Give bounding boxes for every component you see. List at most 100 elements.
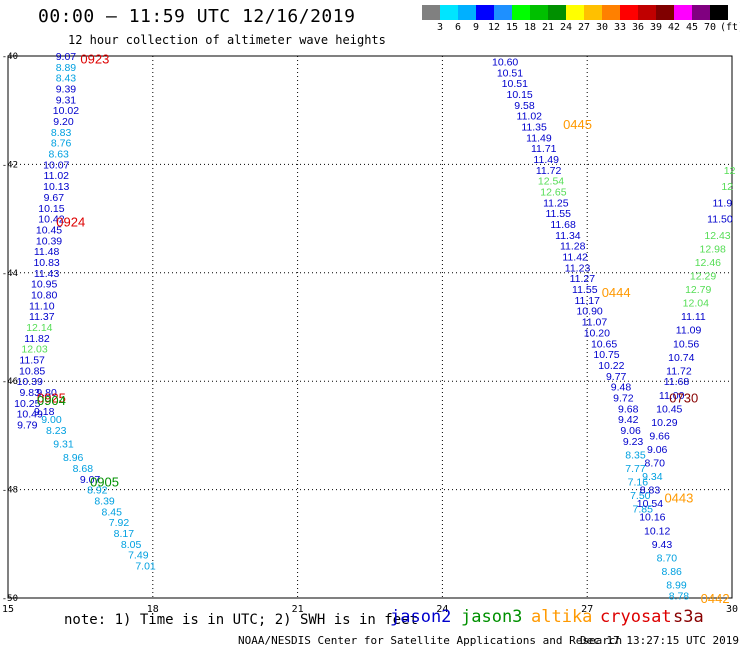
wave-height-label: 11.00 [659,390,685,402]
wave-height-label: 8.68 [73,463,94,475]
wave-height-label: 9.68 [618,403,639,415]
colorbar-swatch [548,5,566,20]
wave-height-label: 10.51 [497,67,523,79]
wave-height-label: 7.16 [628,476,649,488]
generated-timestamp: Dec 17 13:27:15 UTC 2019 [580,634,739,647]
wave-height-label: 12.79 [685,284,711,296]
colorbar-swatch [710,5,728,20]
wave-height-label: 7.01 [135,560,156,572]
wave-height-label: 8.89 [56,62,77,74]
wave-height-label: 7.92 [109,517,130,529]
chart-title: 00:00 – 11:59 UTC 12/16/2019 [38,6,356,27]
wave-height-label: 12 [721,181,733,193]
chart-subtitle: 12 hour collection of altimeter wave hei… [68,33,386,47]
x-tick-label: 24 [436,604,448,615]
colorbar-label: 24 [559,22,573,33]
wave-height-label: 12.98 [700,243,726,255]
wave-height-label: 10.56 [673,338,699,350]
wave-height-label: 11.68 [664,376,690,388]
pass-time-label: 0904 [37,393,66,408]
colorbar-swatch [422,5,440,20]
wave-height-label: 10.51 [502,78,528,90]
wave-height-label: 9.20 [53,116,74,128]
wave-height-label: 9.07 [80,474,101,486]
wave-height-label: 9.43 [652,539,673,551]
colorbar-label: 33 [613,22,627,33]
x-tick-label: 30 [726,604,738,615]
wave-height-label: 9.06 [620,425,641,437]
colorbar-swatch [620,5,638,20]
wave-height-label: 10.60 [492,56,518,68]
wave-height-label: 10.95 [31,279,57,291]
colorbar-label: 18 [523,22,537,33]
wave-height-label: 11.28 [560,241,586,253]
wave-height-label: 11.02 [517,111,543,123]
y-tick-label: -40 [2,52,18,62]
wave-height-label: 9.07 [56,51,77,63]
colorbar-label: 45 [685,22,699,33]
colorbar-label: 30 [595,22,609,33]
colorbar-label: 70 [703,22,717,33]
colorbar-swatch [674,5,692,20]
wave-height-label: 7.85 [632,504,653,516]
wave-height-label: 8.45 [102,506,123,518]
wave-height-label: 11.42 [562,252,588,264]
wave-height-label: 9.00 [41,414,62,426]
colorbar-label: 6 [454,22,462,33]
x-tick-label: 15 [2,604,14,615]
wave-height-label: 11.23 [565,262,591,274]
wave-height-label: 12.29 [690,271,716,283]
wave-height-label: 11.68 [550,219,576,231]
wave-height-label: 7.77 [625,463,646,475]
colorbar-swatch [566,5,584,20]
colorbar-swatch [494,5,512,20]
wave-height-label: 11.48 [34,246,60,258]
wave-height-label: 10.25 [14,398,40,410]
wave-height-label: 11.10 [29,300,55,312]
wave-height-label: 10.65 [591,338,617,350]
colorbar-label: 15 [505,22,519,33]
wave-height-label: 10.74 [668,352,694,364]
pass-time-label: 0730 [669,390,698,405]
wave-height-label: 8.23 [46,425,67,437]
wave-height-label: 11.55 [545,208,571,220]
wave-height-label: 11.07 [582,317,608,329]
wave-height-label: 10.45 [656,403,682,415]
colorbar-swatch [656,5,674,20]
wave-height-label: 9.66 [649,430,670,442]
pass-time-label: 0442 [701,591,730,606]
wave-height-label: 10.45 [36,224,62,236]
pass-time-label: 0924 [56,214,85,229]
wave-height-label: 10.39 [36,235,62,247]
wave-height-label: 7.50 [630,490,651,502]
colorbar-swatch [512,5,530,20]
colorbar-label: 21 [541,22,555,33]
legend-jason2: jason2 [390,607,452,627]
colorbar-label: 9 [472,22,480,33]
wave-height-label: 12.14 [26,322,52,334]
y-tick-label: -44 [2,269,18,279]
pass-time-label: 0905 [90,474,119,489]
wave-height-label: 12.03 [21,344,47,356]
x-tick-label: 27 [581,604,593,615]
wave-height-label: 8.43 [56,73,77,85]
colorbar-label: 36 [631,22,645,33]
wave-height-label: 10.80 [31,289,57,301]
wave-height-label: 11.72 [666,365,692,377]
wave-height-label: 12 [724,165,736,177]
wave-height-label: 8.78 [669,590,690,602]
wave-height-label: 10.16 [639,512,665,524]
legend-altika: altika [531,607,593,627]
wave-height-label: 11.49 [533,154,559,166]
wave-height-label: 9.31 [53,439,74,451]
wave-height-label: 11.55 [572,284,598,296]
wave-height-label: 10.12 [644,525,670,537]
wave-height-label: 8.92 [87,485,108,497]
wave-height-label: 9.06 [647,444,668,456]
wave-height-label: 9.23 [623,436,644,448]
wave-height-label: 9.80 [36,387,57,399]
wave-height-label: 10.02 [53,105,79,117]
wave-height-label: 9.72 [613,392,634,404]
